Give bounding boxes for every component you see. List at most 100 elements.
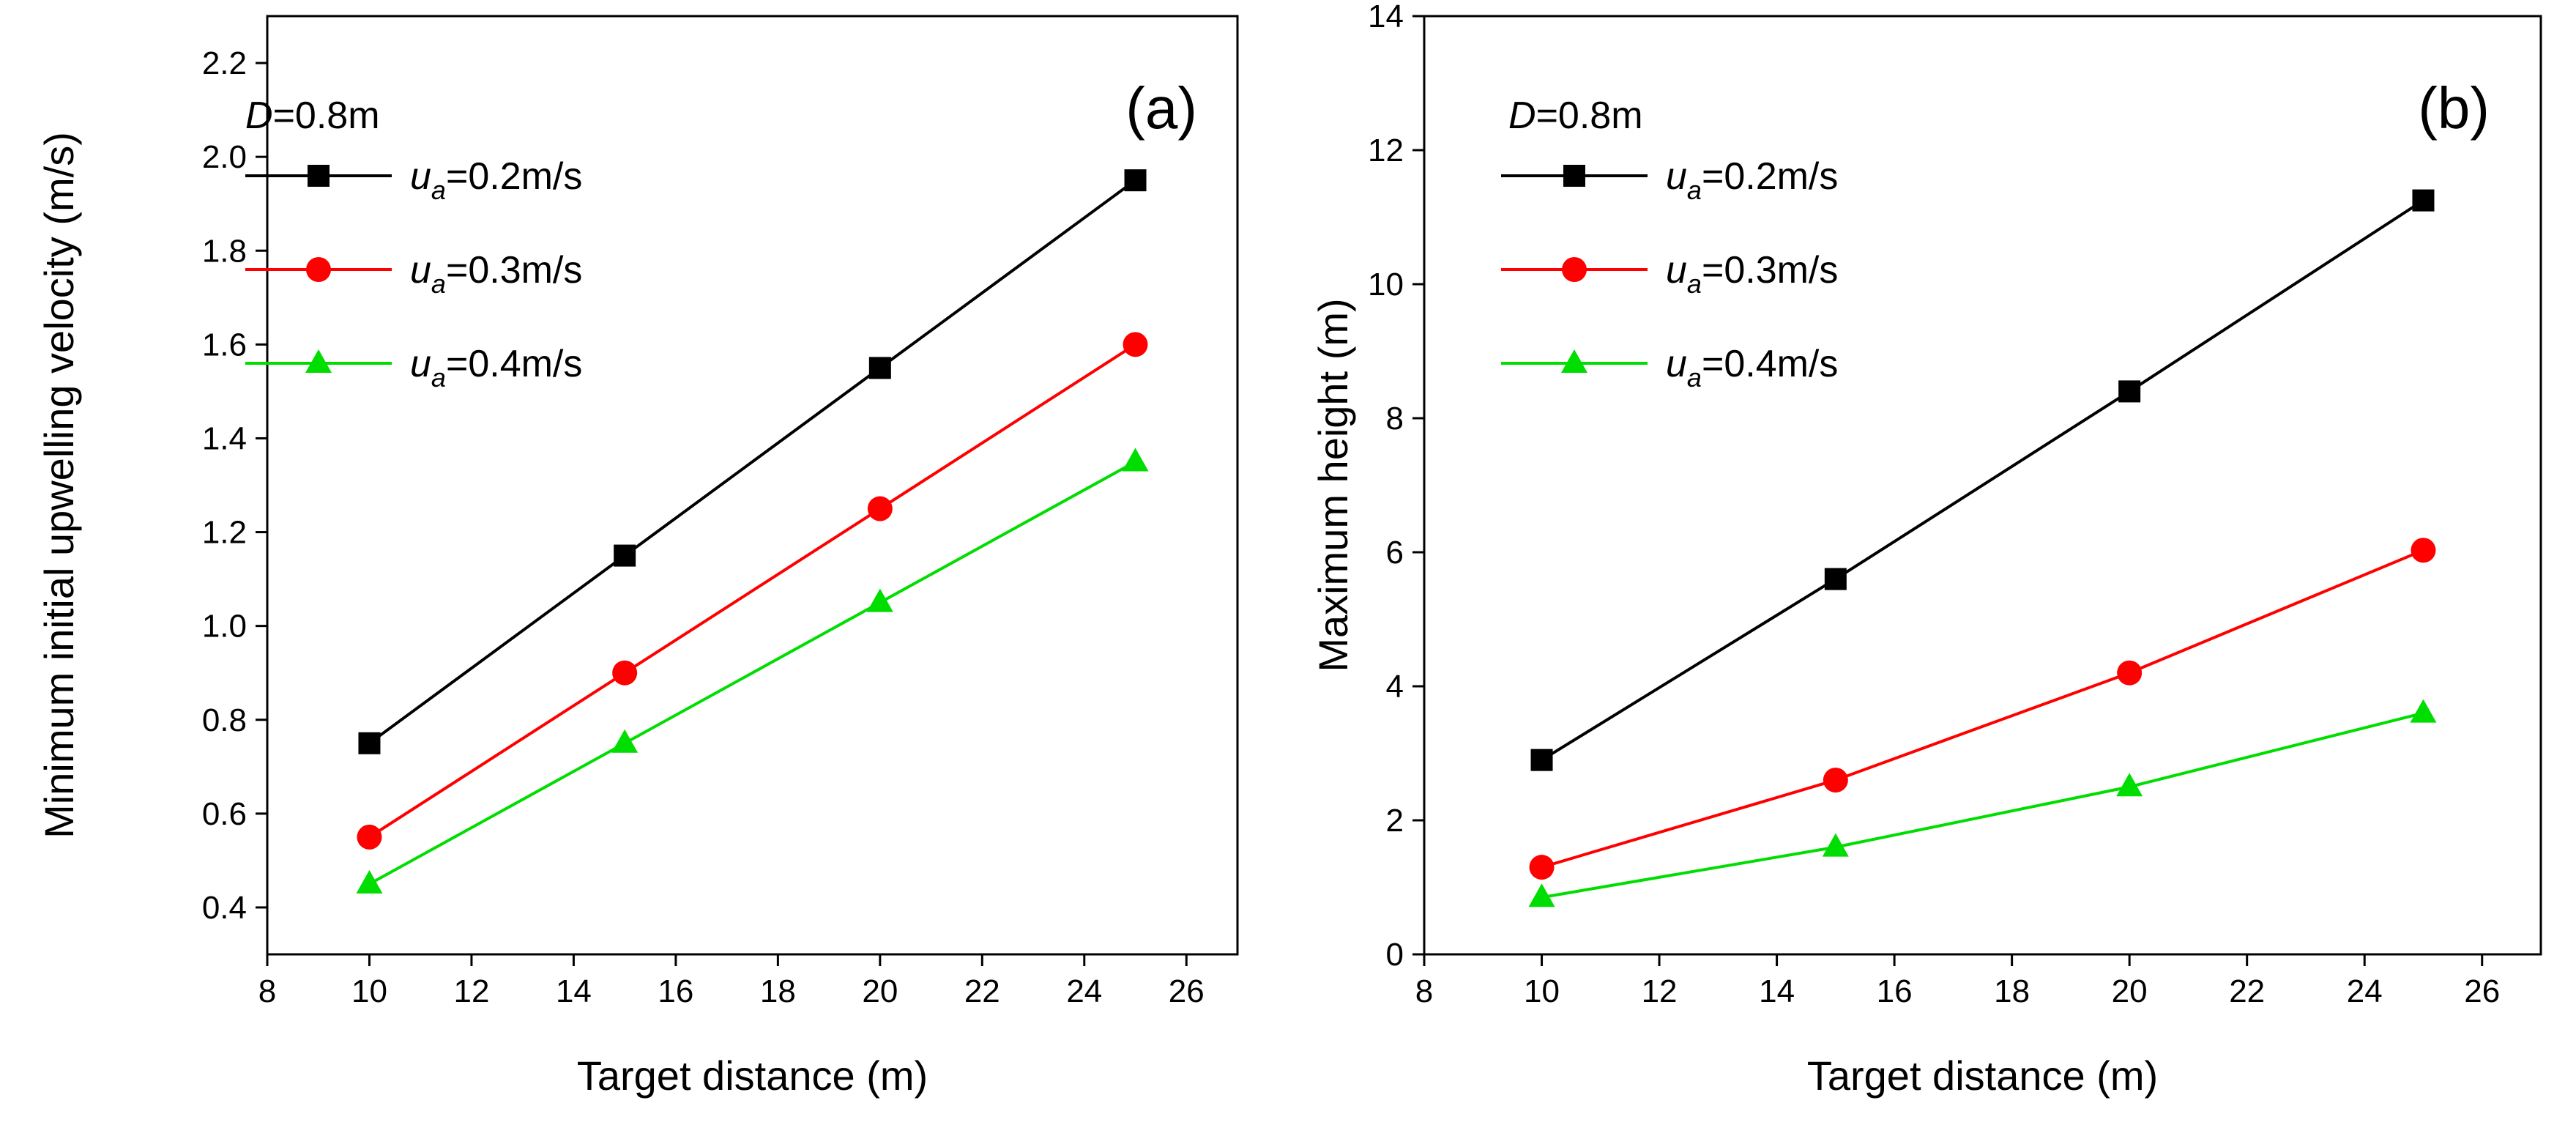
plot-frame	[266, 15, 1239, 956]
legend-label: ua=0.2m/s	[410, 155, 582, 205]
y-tick-label: 1.4	[202, 420, 247, 456]
x-tick-label: 16	[658, 973, 693, 1009]
x-tick-label: 16	[1877, 973, 1913, 1009]
data-point	[358, 732, 381, 754]
x-tick-label: 20	[2112, 973, 2148, 1009]
y-axis: 0.4 0.6 0.8 1.0 1.2 1.4 1.6 1.8 2.0 2.2	[202, 45, 267, 926]
panel-label: (a)	[1125, 75, 1197, 141]
y-tick-label: 0.4	[202, 890, 247, 926]
data-point	[1529, 855, 1555, 880]
x-tick-label: 8	[258, 973, 276, 1009]
y-tick-label: 0.8	[202, 702, 247, 738]
data-point	[1530, 749, 1553, 771]
series-0-3	[357, 332, 1148, 850]
diameter-annotation: D=0.8m	[1508, 94, 1643, 137]
x-axis-title: Target distance (m)	[1807, 1052, 2158, 1099]
x-axis-title: Target distance (m)	[577, 1052, 928, 1099]
data-point	[1823, 768, 1848, 793]
data-point	[2411, 538, 2436, 563]
legend-label: ua=0.3m/s	[1666, 249, 1838, 299]
legend-item: ua=0.4m/s	[245, 343, 582, 393]
legend-marker	[306, 257, 331, 282]
data-point	[867, 496, 893, 521]
y-tick-label: 12	[1368, 133, 1404, 168]
x-tick-label: 8	[1415, 973, 1433, 1009]
series-line	[368, 343, 1136, 839]
y-tick-label: 1.6	[202, 327, 247, 363]
data-point	[611, 729, 639, 753]
legend-marker	[1561, 349, 1587, 373]
series-0-2	[1530, 189, 2435, 771]
legend: ua=0.2m/s ua=0.3m/s ua=0.4m/s	[245, 155, 582, 393]
legend-item: ua=0.4m/s	[1501, 343, 1838, 393]
x-tick-label: 10	[351, 973, 387, 1009]
y-tick-label: 1.0	[202, 609, 247, 645]
diameter-annotation: D=0.8m	[245, 94, 380, 137]
x-tick-label: 12	[453, 973, 489, 1009]
x-tick-label: 26	[2464, 973, 2500, 1009]
chart-panel-a: 8 10 12 14 16 18 20 22 24 26 0.4 0.6 0.8 1.0 1.2 1.4 1.6…	[36, 15, 1239, 1099]
y-axis-title: Maximum height (m)	[1310, 298, 1356, 672]
data-point	[866, 588, 893, 612]
legend-label: ua=0.4m/s	[410, 343, 582, 393]
data-point	[1822, 833, 1849, 857]
y-tick-label: 0.6	[202, 796, 247, 832]
x-tick-label: 22	[2229, 973, 2265, 1009]
x-tick-label: 10	[1524, 973, 1560, 1009]
y-tick-label: 14	[1368, 0, 1404, 34]
y-tick-label: 2.2	[202, 45, 247, 81]
series-0-4	[1528, 699, 2437, 907]
series-0-2	[358, 169, 1147, 754]
legend-item: ua=0.2m/s	[1501, 155, 1838, 205]
data-point	[1528, 883, 1555, 907]
x-tick-label: 24	[2347, 973, 2383, 1009]
legend-item: ua=0.2m/s	[245, 155, 582, 205]
x-axis: 8 10 12 14 16 18 20 22 24 26	[258, 954, 1205, 1009]
data-point	[2412, 189, 2435, 212]
y-tick-label: 6	[1386, 535, 1404, 571]
series-line	[368, 460, 1136, 885]
x-tick-label: 12	[1642, 973, 1678, 1009]
legend-marker	[1562, 257, 1587, 282]
y-axis-title: Minimum initial upwelling velocity (m/s)	[36, 132, 82, 839]
legend-item: ua=0.3m/s	[1501, 249, 1838, 299]
y-tick-label: 2.0	[202, 139, 247, 175]
legend-label: ua=0.2m/s	[1666, 155, 1838, 205]
data-point	[2410, 699, 2437, 723]
data-point	[2118, 380, 2141, 403]
data-point	[1122, 448, 1149, 472]
y-tick-label: 2	[1386, 803, 1404, 839]
series-0-3	[1529, 538, 2436, 880]
y-tick-label: 1.2	[202, 515, 247, 551]
y-tick-label: 0	[1386, 937, 1404, 973]
x-tick-label: 18	[1994, 973, 2030, 1009]
data-point	[1124, 169, 1147, 192]
data-point	[612, 660, 638, 686]
legend-item: ua=0.3m/s	[245, 249, 582, 299]
panel-label: (b)	[2418, 75, 2490, 141]
y-tick-label: 10	[1368, 267, 1404, 302]
series-line	[1541, 549, 2424, 869]
data-point	[614, 544, 636, 567]
x-tick-label: 24	[1066, 973, 1102, 1009]
series-line	[368, 179, 1136, 745]
legend-label: ua=0.3m/s	[410, 249, 582, 299]
legend: ua=0.2m/s ua=0.3m/s ua=0.4m/s	[1501, 155, 1838, 393]
y-tick-label: 4	[1386, 669, 1404, 705]
x-tick-label: 18	[760, 973, 796, 1009]
legend-marker	[305, 349, 332, 373]
x-axis: 8 10 12 14 16 18 20 22 24 26	[1415, 954, 2500, 1009]
x-tick-label: 22	[964, 973, 1000, 1009]
legend-marker	[308, 165, 330, 187]
data-point	[1123, 332, 1148, 357]
data-point	[2116, 773, 2143, 797]
series-0-4	[356, 448, 1149, 894]
legend-label: ua=0.4m/s	[1666, 343, 1838, 393]
y-tick-label: 8	[1386, 401, 1404, 437]
data-point	[2117, 660, 2143, 686]
data-point	[868, 357, 891, 379]
data-point	[357, 824, 382, 850]
x-tick-label: 14	[556, 973, 592, 1009]
